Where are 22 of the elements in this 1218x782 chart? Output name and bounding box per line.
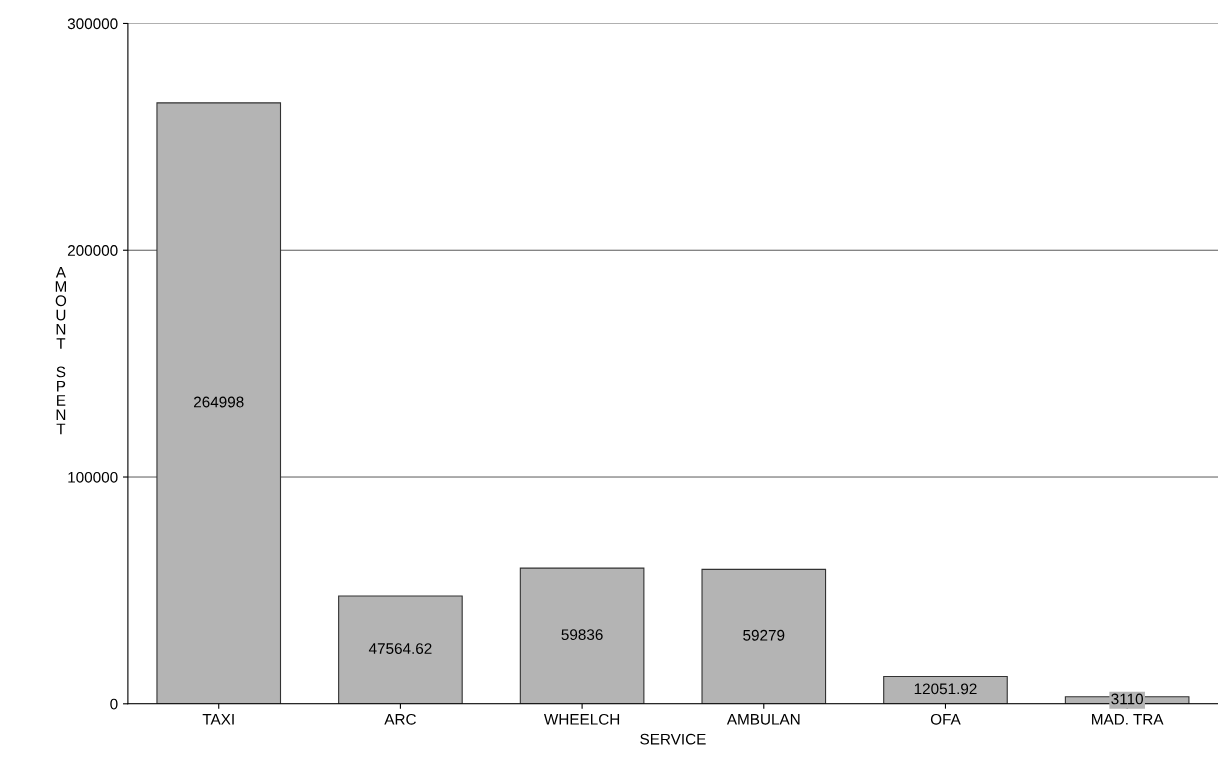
x-axis-title: SERVICE <box>640 733 706 745</box>
data-label: 59836 <box>561 629 603 641</box>
x-tick-label: ARC <box>384 713 416 725</box>
x-tick-label: WHEELCH <box>543 713 620 725</box>
bar <box>338 595 463 704</box>
text: AMOUNT SPENT <box>55 267 67 435</box>
data-label: 12051.92 <box>914 683 977 695</box>
y-tick-label: 300000 <box>67 18 118 30</box>
bar <box>519 567 645 704</box>
data-label: 264998 <box>194 396 244 408</box>
bar <box>701 568 827 704</box>
y-tick-label: 0 <box>110 698 118 710</box>
x-tick-label: MAD. TRA <box>1092 714 1164 725</box>
x-tick-label: AMBULAN <box>726 714 800 725</box>
data-label: 59279 <box>743 629 785 641</box>
y-tick-label: 100000 <box>68 471 118 483</box>
data-label: 3110 <box>1111 693 1143 705</box>
x-tick-label: TAXI <box>202 714 234 725</box>
x-tick-label: OFA <box>930 713 961 725</box>
y-tick-label: 200000 <box>67 245 118 256</box>
bar <box>156 102 282 704</box>
data-label: 47564.62 <box>368 643 432 654</box>
